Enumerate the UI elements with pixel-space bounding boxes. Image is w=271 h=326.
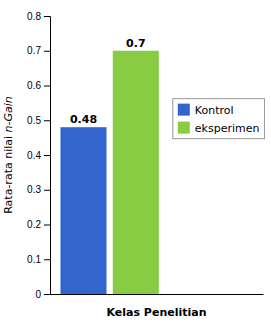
y-tick-mark: [44, 225, 50, 226]
legend-frame: [173, 99, 265, 139]
x-axis: [51, 294, 264, 295]
y-tick-label: 0.8: [27, 11, 41, 22]
y-tick-mark: [44, 155, 50, 156]
legend-swatch: [178, 104, 190, 116]
y-tick-mark: [44, 294, 50, 295]
y-tick-label: 0: [35, 289, 41, 300]
y-tick-mark: [44, 86, 50, 87]
x-axis-line: [51, 294, 264, 295]
legend-label: Kontrol: [195, 104, 234, 117]
legend: Kontrol eksperimen: [173, 99, 265, 139]
y-tick: 0.5: [27, 115, 50, 126]
y-tick-mark: [44, 16, 50, 17]
chart: 0 0.1 0.2 0.3 0.4 0.5 0.6 0.7 0.8 0.48 0.7 Kelas Pe…: [0, 0, 271, 326]
y-tick: 0.8: [27, 11, 50, 22]
legend-item: Kontrol: [178, 104, 234, 117]
y-tick: 0.3: [27, 184, 50, 195]
y-tick: 0.4: [27, 150, 50, 161]
y-axis-line: [44, 17, 51, 295]
y-axis-title: Rata-rata nilai n-Gain: [2, 96, 15, 214]
y-tick-label: 0.1: [27, 254, 41, 265]
y-tick-mark: [44, 51, 50, 52]
y-tick: 0.1: [27, 254, 50, 265]
y-tick-label: 0.6: [27, 80, 41, 91]
y-tick-label: 0.4: [27, 150, 41, 161]
y-tick: 0.6: [27, 80, 50, 91]
y-tick: 0.2: [27, 219, 50, 230]
data-labels: 0.48 0.7: [70, 37, 146, 126]
legend-item: eksperimen: [178, 122, 260, 135]
y-tick-label: 0.3: [27, 184, 41, 195]
y-tick-label: 0.5: [27, 115, 41, 126]
data-label: 0.48: [70, 113, 97, 126]
y-tick: 0.7: [27, 45, 50, 56]
x-axis-title: Kelas Penelitian: [107, 306, 207, 319]
y-axis-title-part: Rata-rata nilai: [2, 132, 15, 213]
bars: [60, 51, 158, 294]
data-label: 0.7: [126, 37, 146, 50]
y-tick-mark: [44, 120, 50, 121]
plot: 0 0.1 0.2 0.3 0.4 0.5 0.6 0.7 0.8 0.48 0.7 Kelas Pe…: [2, 11, 264, 319]
y-axis: 0 0.1 0.2 0.3 0.4 0.5 0.6 0.7 0.8: [27, 11, 50, 300]
bar: [60, 127, 106, 294]
legend-label: eksperimen: [195, 122, 260, 135]
y-tick-label: 0.2: [27, 219, 41, 230]
y-axis-title-part: n-Gain: [2, 96, 15, 132]
legend-swatch: [178, 122, 190, 134]
y-tick-label: 0.7: [27, 45, 41, 56]
y-tick-mark: [44, 190, 50, 191]
bar: [113, 51, 159, 294]
y-tick: 0: [35, 289, 50, 300]
y-tick-mark: [44, 259, 50, 260]
